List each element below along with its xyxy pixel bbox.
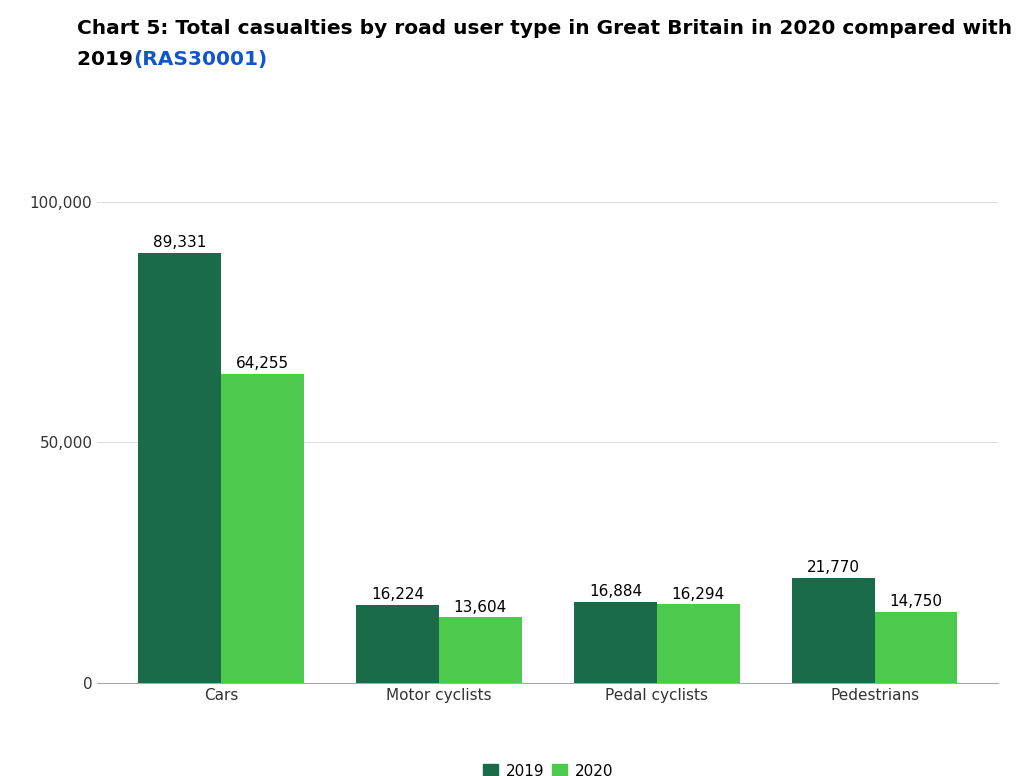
Bar — [792, 578, 874, 683]
Text: 89,331: 89,331 — [153, 235, 206, 250]
Text: Chart 5: Total casualties by road user type in Great Britain in 2020 compared wi: Chart 5: Total casualties by road user t… — [77, 19, 1012, 38]
Text: 2019: 2019 — [77, 50, 139, 69]
Text: 13,604: 13,604 — [454, 600, 507, 615]
Text: 16,224: 16,224 — [371, 587, 424, 602]
Legend: 2019, 2020: 2019, 2020 — [476, 758, 620, 776]
Text: 14,750: 14,750 — [890, 594, 942, 609]
Bar — [874, 612, 957, 683]
Bar — [656, 605, 739, 683]
Bar — [221, 374, 304, 683]
Bar — [138, 253, 221, 683]
Text: 16,884: 16,884 — [589, 584, 642, 599]
Text: (RAS30001): (RAS30001) — [133, 50, 267, 69]
Text: 16,294: 16,294 — [672, 587, 725, 601]
Text: 64,255: 64,255 — [236, 356, 289, 371]
Bar — [574, 601, 656, 683]
Text: 21,770: 21,770 — [807, 560, 860, 575]
Bar — [356, 605, 439, 683]
Bar — [439, 618, 521, 683]
